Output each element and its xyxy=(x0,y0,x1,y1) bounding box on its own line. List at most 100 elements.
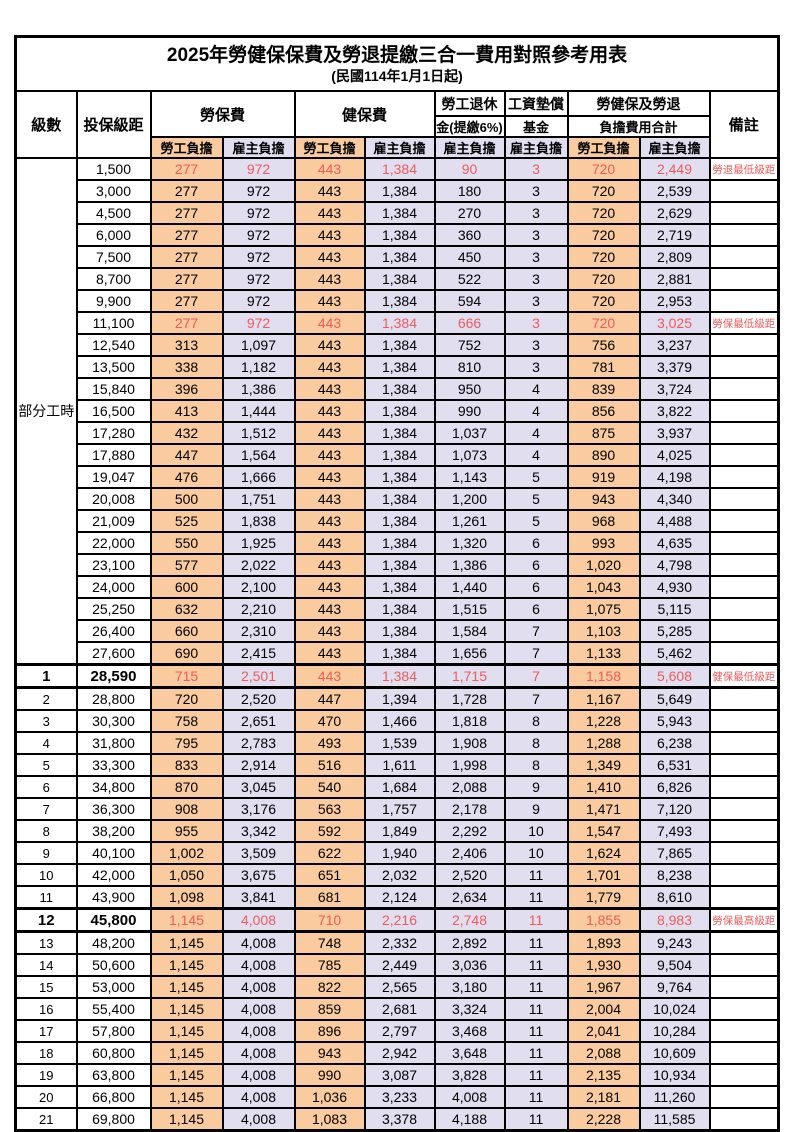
total-employer-cell: 9,243 xyxy=(638,930,711,955)
labor-employer-cell: 1,564 xyxy=(221,443,296,467)
remark-cell xyxy=(708,443,780,467)
total-employee-cell: 1,349 xyxy=(566,753,641,777)
health-employer-cell: 2,797 xyxy=(363,1019,436,1043)
total-employer-cell: 3,822 xyxy=(638,399,711,423)
labor-employee-cell: 795 xyxy=(149,731,224,755)
total-employee-cell: 2,135 xyxy=(566,1063,641,1087)
labor-employee-cell: 338 xyxy=(149,355,224,379)
total-employee-cell: 756 xyxy=(566,333,641,357)
table-row: 23,100 577 2,022 443 1,384 1,386 6 1,020 4,798 xyxy=(16,553,780,577)
total-employee-cell: 2,181 xyxy=(566,1085,641,1109)
level-cell: 11 xyxy=(14,885,78,910)
total-employer-cell: 5,115 xyxy=(638,597,711,621)
table-title-block: 2025年勞健保保費及勞退提繳三合一費用對照參考用表 (民國114年1月1日起) xyxy=(14,35,780,92)
total-employee-cell: 720 xyxy=(566,311,641,335)
labor-employer-cell: 4,008 xyxy=(221,975,296,999)
labor-employer-cell: 2,100 xyxy=(221,575,296,599)
labor-employer-cell: 1,182 xyxy=(221,355,296,379)
total-employer-cell: 10,934 xyxy=(638,1063,711,1087)
level-cell: 12 xyxy=(14,907,78,933)
bracket-cell: 48,200 xyxy=(75,930,152,955)
remark-cell xyxy=(708,731,780,755)
wage-fund-employer-cell: 11 xyxy=(503,1041,569,1065)
health-employee-cell: 443 xyxy=(293,399,366,423)
labor-employee-cell: 500 xyxy=(149,487,224,511)
labor-employer-cell: 2,415 xyxy=(221,641,296,666)
labor-employee-cell: 632 xyxy=(149,597,224,621)
total-employee-cell: 1,855 xyxy=(566,907,641,933)
total-employer-cell: 5,462 xyxy=(638,641,711,666)
health-employer-cell: 1,384 xyxy=(363,553,436,577)
bracket-cell: 6,000 xyxy=(75,223,152,247)
bracket-cell: 8,700 xyxy=(75,267,152,291)
bracket-cell: 40,100 xyxy=(75,841,152,865)
table-row: 7,500 277 972 443 1,384 450 3 720 2,809 xyxy=(16,245,780,269)
pension-employer-cell: 3,036 xyxy=(433,953,506,977)
labor-employee-cell: 277 xyxy=(149,179,224,203)
total-employee-cell: 1,228 xyxy=(566,709,641,733)
remark-cell xyxy=(708,267,780,291)
wage-fund-employer-cell: 3 xyxy=(503,289,569,313)
pension-employer-cell: 1,656 xyxy=(433,641,506,666)
health-employee-cell: 443 xyxy=(293,157,366,181)
labor-employer-cell: 2,651 xyxy=(221,709,296,733)
pension-employer-cell: 4,008 xyxy=(433,1085,506,1109)
health-employer-cell: 1,394 xyxy=(363,686,436,711)
remark-cell xyxy=(708,753,780,777)
pension-employer-cell: 950 xyxy=(433,377,506,401)
subheader-labor-employer: 雇主負擔 xyxy=(221,136,296,159)
bracket-cell: 36,300 xyxy=(75,797,152,821)
header-row-3: 勞工負擔 雇主負擔 勞工負擔 雇主負擔 雇主負擔 雇主負擔 勞工負擔 雇主負擔 xyxy=(16,136,779,159)
health-employee-cell: 443 xyxy=(293,641,366,666)
remark-cell xyxy=(708,355,780,379)
total-employer-cell: 4,930 xyxy=(638,575,711,599)
labor-employee-cell: 413 xyxy=(149,399,224,423)
subheader-total-employer: 雇主負擔 xyxy=(638,136,711,159)
labor-employee-cell: 1,145 xyxy=(149,1085,224,1109)
total-employee-cell: 720 xyxy=(566,179,641,203)
total-employer-cell: 6,531 xyxy=(638,753,711,777)
wage-fund-employer-cell: 3 xyxy=(503,311,569,335)
remark-cell: 健保最低級距 xyxy=(708,663,780,689)
health-employer-cell: 1,684 xyxy=(363,775,436,799)
total-employee-cell: 1,967 xyxy=(566,975,641,999)
wage-fund-employer-cell: 7 xyxy=(503,663,569,689)
wage-fund-employer-cell: 7 xyxy=(503,619,569,643)
remark-cell xyxy=(708,509,780,533)
bracket-cell: 43,900 xyxy=(75,885,152,910)
labor-employer-cell: 4,008 xyxy=(221,1107,296,1132)
remark-cell xyxy=(708,597,780,621)
wage-fund-employer-cell: 11 xyxy=(503,863,569,887)
level-cell: 13 xyxy=(14,930,78,955)
pension-employer-cell: 2,892 xyxy=(433,930,506,955)
labor-employee-cell: 1,145 xyxy=(149,907,224,933)
labor-employee-cell: 525 xyxy=(149,509,224,533)
labor-employer-cell: 2,501 xyxy=(221,663,296,689)
health-employer-cell: 1,384 xyxy=(363,487,436,511)
wage-fund-employer-cell: 4 xyxy=(503,443,569,467)
remark-cell xyxy=(708,709,780,733)
pension-employer-cell: 1,261 xyxy=(433,509,506,533)
remark-cell xyxy=(708,775,780,799)
labor-employee-cell: 277 xyxy=(149,245,224,269)
total-employer-cell: 4,635 xyxy=(638,531,711,555)
labor-employee-cell: 715 xyxy=(149,663,224,689)
bracket-cell: 16,500 xyxy=(75,399,152,423)
health-employee-cell: 443 xyxy=(293,531,366,555)
wage-fund-employer-cell: 7 xyxy=(503,686,569,711)
table-row: 16 55,400 1,145 4,008 859 2,681 3,324 11 2,004 10… xyxy=(14,997,780,1021)
total-employer-cell: 11,260 xyxy=(638,1085,711,1109)
health-employer-cell: 1,384 xyxy=(363,377,436,401)
health-employer-cell: 1,384 xyxy=(363,311,436,335)
page-title: 2025年勞健保保費及勞退提繳三合一費用對照參考用表 xyxy=(166,44,628,66)
total-employer-cell: 2,539 xyxy=(638,179,711,203)
total-employee-cell: 1,288 xyxy=(566,731,641,755)
labor-employee-cell: 720 xyxy=(149,686,224,711)
table-row: 13,500 338 1,182 443 1,384 810 3 781 3,379 xyxy=(16,355,780,379)
level-cell: 3 xyxy=(14,709,78,733)
pension-employer-cell: 2,292 xyxy=(433,819,506,843)
bracket-cell: 26,400 xyxy=(75,619,152,643)
labor-employee-cell: 600 xyxy=(149,575,224,599)
wage-fund-employer-cell: 9 xyxy=(503,797,569,821)
